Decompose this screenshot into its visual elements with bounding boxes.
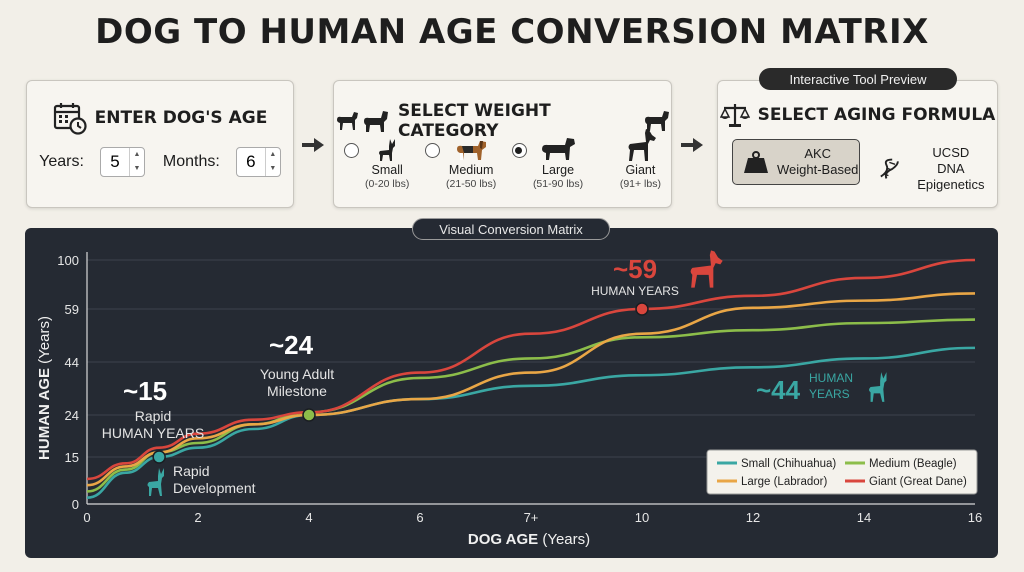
annotation-24-big: ~24 <box>269 330 314 360</box>
months-up-icon[interactable]: ▲ <box>269 151 277 158</box>
ucsd-label: UCSD <box>932 145 970 160</box>
y-tick-label: 24 <box>65 408 79 423</box>
radio-large[interactable] <box>511 143 527 158</box>
akc-formula-button[interactable]: AKC Weight-Based <box>732 139 860 185</box>
weight-category-card: SELECT WEIGHT CATEGORY Small (0-20 lbs) <box>333 80 672 208</box>
scales-icon <box>719 104 750 127</box>
radio-medium[interactable] <box>425 143 441 158</box>
dogs-pair-icon <box>337 111 388 132</box>
annotation-rapid-line2: Development <box>173 480 256 496</box>
akc-label: AKC <box>804 146 832 161</box>
annotation-59-big: ~59 <box>613 254 657 284</box>
great-dane-annotation-icon <box>690 250 723 288</box>
y-tick-label: 15 <box>65 450 79 465</box>
x-tick-label: 12 <box>746 510 760 525</box>
highlight-point-15 <box>152 450 166 464</box>
weight-label-giant: Giant <box>625 163 656 177</box>
weight-label-large: Large <box>542 163 575 177</box>
aging-formula-card: SELECT AGING FORMULA AKC Weight-Based UC… <box>717 80 998 208</box>
arrow-right-icon <box>302 138 324 152</box>
weight-icon <box>744 151 768 173</box>
arrow-right-icon-2 <box>681 138 703 152</box>
months-down-icon[interactable]: ▼ <box>269 165 277 172</box>
annotation-15-line2: HUMAN YEARS <box>102 425 204 441</box>
annotation-24-line1: Young Adult <box>260 366 334 382</box>
chart-panel: 0 15 24 44 59 100 0 2 4 6 7+ 10 12 14 16 ~15 Rapid HUM… <box>25 228 998 558</box>
annotation-44-line2: YEARS <box>809 387 850 401</box>
years-stepper[interactable]: ▲▼ <box>99 147 145 177</box>
weight-range-small: (0-20 lbs) <box>365 178 410 190</box>
x-tick-label: 2 <box>194 510 201 525</box>
x-tick-label: 14 <box>857 510 871 525</box>
weight-option-medium[interactable]: Medium (21-50 lbs) <box>425 133 496 191</box>
y-tick-label: 0 <box>72 497 79 512</box>
highlight-point-59 <box>635 302 649 316</box>
legend-box <box>706 449 978 495</box>
weight-range-medium: (21-50 lbs) <box>446 178 497 190</box>
annotation-15-big: ~15 <box>123 376 167 406</box>
age-card-heading: ENTER DOG'S AGE <box>94 108 268 128</box>
legend-label-giant: Giant (Great Dane) <box>869 476 967 488</box>
annotation-44-line1: HUMAN <box>809 371 853 385</box>
akc-sublabel: Weight-Based <box>777 162 859 177</box>
weight-label-small: Small <box>371 163 403 177</box>
series-giant-line <box>86 258 976 481</box>
annotation-rapid-line1: Rapid <box>173 463 210 479</box>
interactive-tool-tag: Interactive Tool Preview <box>759 68 957 90</box>
chihuahua-icon <box>379 139 396 161</box>
dna-icon <box>880 158 899 179</box>
great-dane-icon <box>628 129 657 161</box>
small-dog-annotation-icon <box>147 468 164 496</box>
ucsd-formula-button[interactable]: UCSD DNA Epigenetics <box>878 145 997 193</box>
x-tick-label: 16 <box>968 510 982 525</box>
annotation-24-line2: Milestone <box>267 383 327 399</box>
y-axis-title: HUMAN AGE (Years) <box>36 316 53 460</box>
weight-card-heading: SELECT WEIGHT CATEGORY <box>398 101 551 141</box>
x-tick-label: 7+ <box>524 510 539 525</box>
labrador-icon <box>542 138 576 160</box>
weight-range-large: (51-90 lbs) <box>532 178 584 190</box>
chihuahua-annotation-icon <box>868 372 887 402</box>
beagle-icon <box>457 141 487 160</box>
weight-label-medium: Medium <box>448 163 494 177</box>
y-tick-label: 100 <box>57 253 79 268</box>
annotation-15-line1: Rapid <box>135 408 172 424</box>
dog-silhouette-icon <box>645 111 669 131</box>
months-label: Months: <box>162 153 220 170</box>
years-up-icon[interactable]: ▲ <box>133 151 141 158</box>
weight-range-giant: (91+ lbs) <box>619 178 661 190</box>
annotation-59-line1: HUMAN YEARS <box>591 284 679 298</box>
visual-matrix-tag: Visual Conversion Matrix <box>412 218 610 240</box>
x-tick-label: 4 <box>305 510 312 525</box>
annotation-44-big: ~44 <box>756 375 801 405</box>
page-title: DOG TO HUMAN AGE CONVERSION MATRIX <box>95 12 929 52</box>
calendar-clock-icon <box>53 103 87 135</box>
weight-option-small[interactable]: Small (0-20 lbs) <box>344 133 409 191</box>
highlight-point-24 <box>302 408 316 422</box>
years-input[interactable] <box>100 152 129 172</box>
legend-label-small: Small (Chihuahua) <box>741 458 836 470</box>
months-input[interactable] <box>236 152 265 172</box>
age-input-card: ENTER DOG'S AGE Years: ▲▼ Months: ▲▼ <box>26 80 294 208</box>
x-tick-label: 10 <box>635 510 649 525</box>
legend-label-medium: Medium (Beagle) <box>869 458 957 470</box>
years-label: Years: <box>39 153 84 170</box>
y-tick-label: 59 <box>65 302 79 317</box>
ucsd-sublabel: DNA Epigenetics <box>917 161 985 192</box>
x-tick-label: 0 <box>83 510 90 525</box>
weight-option-giant[interactable]: Giant (91+ lbs) <box>599 129 661 191</box>
months-stepper[interactable]: ▲▼ <box>235 147 281 177</box>
radio-small[interactable] <box>344 143 359 158</box>
legend-label-large: Large (Labrador) <box>741 476 827 488</box>
x-tick-label: 6 <box>416 510 423 525</box>
y-tick-label: 44 <box>65 355 79 370</box>
x-axis-title: DOG AGE (Years) <box>468 531 590 548</box>
weight-option-large[interactable]: Large (51-90 lbs) <box>511 133 584 191</box>
series-large-line <box>86 292 976 487</box>
years-down-icon[interactable]: ▼ <box>133 165 141 172</box>
formula-card-heading: SELECT AGING FORMULA <box>757 105 996 125</box>
